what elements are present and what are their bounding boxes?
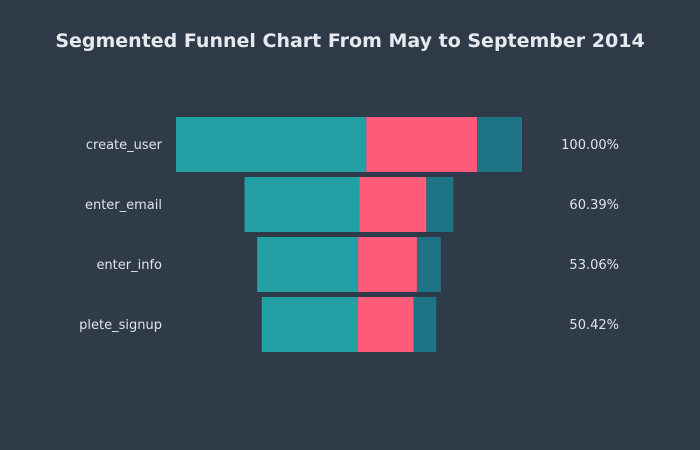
percent-label-enter_email: 60.39%: [569, 198, 619, 213]
funnel-segment-enter_info-1[interactable]: [257, 237, 359, 292]
funnel-segment-enter_email-1[interactable]: [244, 177, 360, 232]
funnel-segment-enter_email-3[interactable]: [426, 177, 454, 232]
stage-label-complete_signup: complete_signup: [51, 318, 162, 333]
funnel-segment-enter_email-2[interactable]: [359, 177, 427, 232]
percent-label-create_user: 100.00%: [561, 138, 619, 153]
percent-label-enter_info: 53.06%: [569, 258, 619, 273]
funnel-segment-complete_signup-3[interactable]: [413, 297, 437, 352]
chart-title: Segmented Funnel Chart From May to Septe…: [55, 30, 645, 52]
funnel-segment-complete_signup-1[interactable]: [261, 297, 358, 352]
percent-label-complete_signup: 50.42%: [569, 318, 619, 333]
funnel-segment-enter_info-3[interactable]: [416, 237, 441, 292]
funnel-segment-complete_signup-2[interactable]: [357, 297, 414, 352]
funnel-segment-create_user-1[interactable]: [176, 117, 367, 172]
funnel-segment-create_user-2[interactable]: [366, 117, 478, 172]
funnel-segment-enter_info-2[interactable]: [358, 237, 417, 292]
stage-label-create_user: create_user: [86, 138, 163, 153]
stage-label-enter_info: enter_info: [96, 258, 162, 273]
funnel-segment-create_user-3[interactable]: [477, 117, 522, 172]
stage-label-enter_email: enter_email: [85, 198, 162, 213]
